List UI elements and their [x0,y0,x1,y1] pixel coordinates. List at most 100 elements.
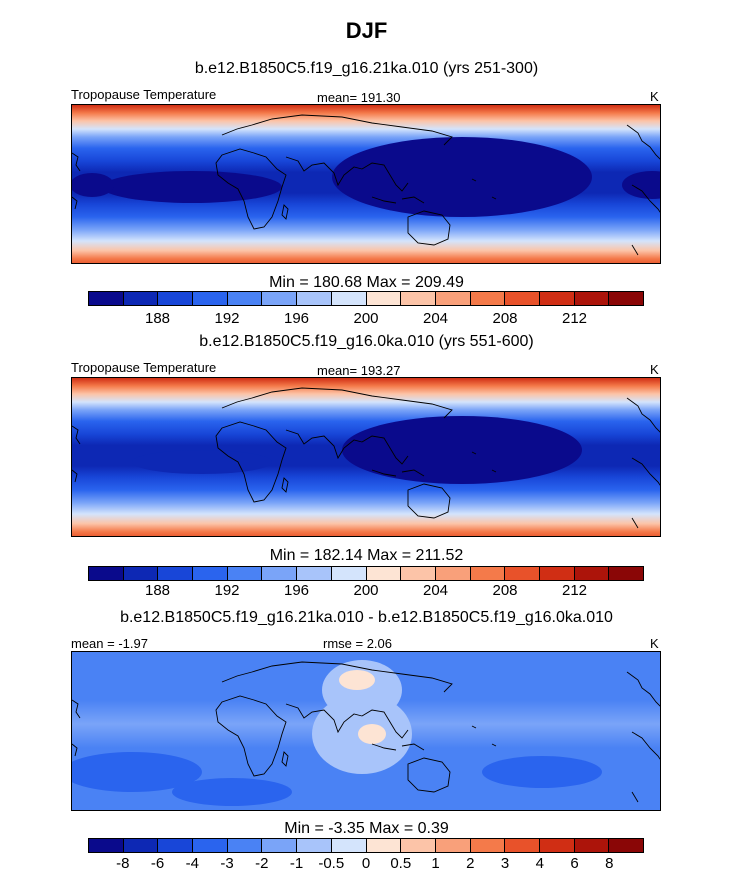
colorbar-tick-label: 196 [283,310,310,327]
coastline [371,196,397,204]
coastline [72,152,81,172]
colorbar-segment [297,292,332,305]
colorbar-segment [366,292,402,305]
colorbar-segment [331,839,367,852]
colorbar-tick-label: 3 [500,855,510,872]
panel2-map [71,377,661,537]
coastline [626,124,660,160]
coastline [285,429,363,460]
contour-region [332,137,592,217]
coastline [371,743,397,751]
panel1-subtitle: b.e12.B1850C5.f19_g16.21ka.010 (yrs 251-… [194,60,539,77]
coastline [72,469,78,483]
colorbar-segment [574,292,610,305]
colorbar-segment [262,839,298,852]
colorbar-tick-label: 212 [561,310,588,327]
colorbar-segment [505,292,540,305]
colorbar-segment [297,839,332,852]
panel2-variable-label: Tropopause Temperature [71,360,217,375]
contour-region [342,416,582,484]
colorbar-tick-label: 2 [466,855,475,872]
coastline [215,148,287,230]
contour-region [339,670,375,690]
contour-region [172,778,292,806]
colorbar-tick-label: -4 [185,855,199,872]
colorbar-segment [158,839,194,852]
coastline [401,196,425,204]
colorbar-tick-label: 0.5 [390,855,412,872]
colorbar-tick-label: 196 [283,582,310,599]
coastline [221,114,453,146]
coastline [281,204,289,220]
colorbar-segment [123,839,159,852]
colorbar-tick-label: 0 [361,855,371,872]
colorbar-segment [89,292,124,305]
colorbar-segment [123,567,159,580]
panel2-subtitle: b.e12.B1850C5.f19_g16.0ka.010 (yrs 551-6… [199,333,534,350]
colorbar-tick-label: 204 [422,582,449,599]
colorbar-segment [193,292,228,305]
figure-title: DJF [345,18,388,43]
coastline [361,162,409,192]
coastline [631,184,660,213]
panel3-contour-map [72,652,660,810]
coastline [285,156,363,187]
colorbar-segment [227,292,263,305]
colorbar-segment [227,567,263,580]
coastline [281,477,289,493]
colorbar-segment [366,839,402,852]
coastline [361,435,409,465]
colorbar-tick-label: 200 [353,310,379,327]
panel3-map [71,651,661,811]
colorbar-tick-label: 1 [431,855,440,872]
coastline [72,699,81,719]
colorbar-segment [401,839,436,852]
colorbar-tick-label: 208 [492,310,518,327]
coastline [626,397,660,433]
colorbar-tick-label: 192 [214,582,240,599]
colorbar-segment [331,567,367,580]
panel1-variable-label: Tropopause Temperature [71,87,217,102]
panel1-mean-label: mean= 191.30 [317,90,401,105]
colorbar-tick-label: 208 [492,582,518,599]
coastline [491,743,497,747]
coastline [401,743,425,751]
coastline [626,671,660,707]
coastline [471,725,477,729]
coastline [72,196,78,210]
colorbar-tick-label: 204 [422,310,449,327]
coastline [471,451,477,455]
colorbar-segment [470,292,506,305]
colorbar-segment [401,292,436,305]
coastline [631,791,639,803]
colorbar-segment [505,839,540,852]
colorbar-segment [435,567,471,580]
coastline [72,425,81,445]
coastline [407,757,451,793]
coastline [221,661,453,693]
contour-region [622,171,660,199]
colorbar-segment [470,567,506,580]
panel2-contour-map [72,378,660,536]
panel3-minmax: Min = -3.35 Max = 0.39 [284,820,449,837]
coastline [215,695,287,777]
colorbar-segment [539,292,575,305]
colorbar-tick-label: 188 [144,310,171,327]
colorbar-segment [297,567,332,580]
panel2-mean-label: mean= 193.27 [317,363,401,378]
colorbar-segment [609,292,643,305]
panel2-minmax: Min = 182.14 Max = 211.52 [269,547,464,564]
coastline [371,469,397,477]
colorbar-tick-label: 200 [353,582,379,599]
colorbar-segment [193,839,228,852]
panel1-minmax: Min = 180.68 Max = 209.49 [269,274,464,291]
contour-region [358,724,386,744]
colorbar-segment [435,292,471,305]
colorbar-segment [331,292,367,305]
coastline [491,196,497,200]
panel2-colorbar [88,566,644,581]
colorbar-tick-label: -1 [289,855,304,872]
coastline [215,421,287,503]
colorbar-segment [401,567,436,580]
panel1-contour-map [72,105,660,263]
